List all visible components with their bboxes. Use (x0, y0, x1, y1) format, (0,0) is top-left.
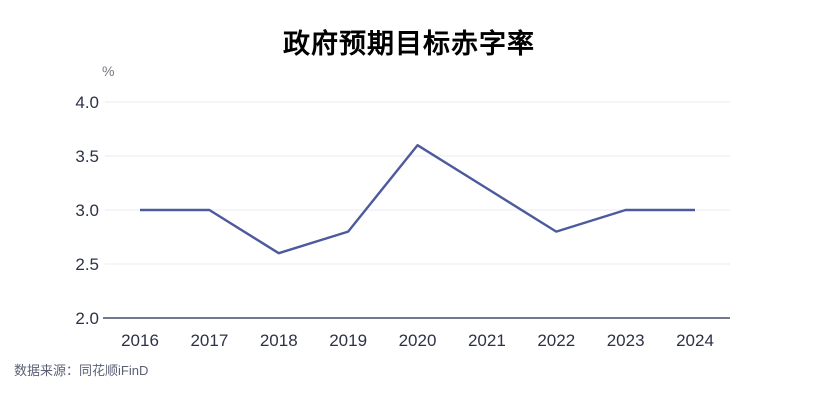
data-series-line (140, 143, 695, 255)
x-tick-label: 2021 (468, 331, 506, 350)
y-tick-label: 2.5 (75, 255, 99, 274)
chart-title: 政府预期目标赤字率 (283, 29, 535, 59)
x-tick-label: 2023 (607, 331, 645, 350)
x-tick-label: 2017 (190, 331, 228, 350)
y-tick-label: 3.0 (75, 201, 99, 220)
data-source-label: 数据来源：同花顺iFinD (14, 363, 149, 378)
x-tick-label: 2016 (121, 331, 159, 350)
x-tick-label: 2024 (676, 331, 714, 350)
x-tick-label: 2019 (329, 331, 367, 350)
x-tick-label: 2018 (260, 331, 298, 350)
y-axis-unit-label: % (102, 63, 115, 79)
x-tick-label: 2020 (399, 331, 437, 350)
y-tick-label: 4.0 (75, 93, 99, 112)
y-tick-label: 2.0 (75, 309, 99, 328)
x-tick-label: 2022 (537, 331, 575, 350)
y-tick-label: 3.5 (75, 147, 99, 166)
